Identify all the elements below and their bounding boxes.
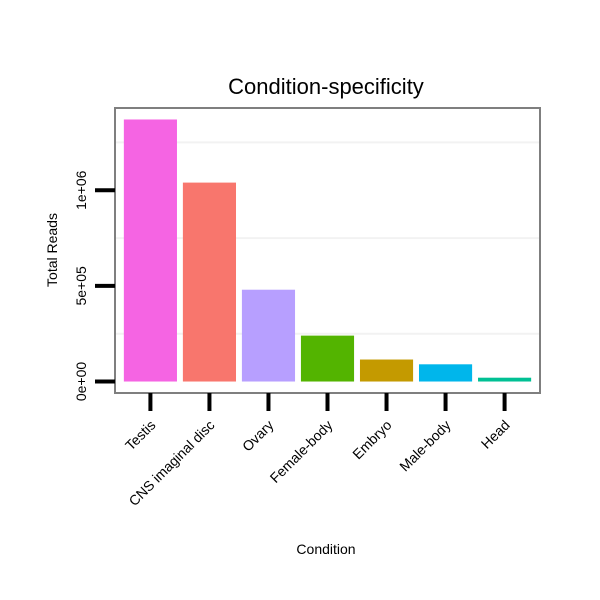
bar-cns-imaginal-disc [182, 182, 237, 382]
chart-title: Condition-specificity [228, 74, 424, 99]
bar-ovary [241, 289, 296, 382]
x-tick-label-0: Testis [122, 417, 159, 454]
bars-group [123, 119, 532, 382]
y-axis: 0e+00 5e+05 1e+06 [73, 170, 115, 401]
y-tick-label-1: 5e+05 [73, 266, 89, 306]
x-tick-label-4: Embryo [349, 417, 395, 463]
y-tick-label-2: 1e+06 [73, 170, 89, 210]
y-tick-label-0: 0e+00 [73, 362, 89, 402]
bar-testis [123, 119, 177, 382]
bar-embryo [359, 359, 414, 382]
x-tick-label-5: Male-body [396, 417, 454, 475]
x-tick-label-3: Female-body [267, 417, 336, 486]
x-axis-title: Condition [296, 541, 355, 557]
y-axis-title: Total Reads [44, 213, 60, 287]
bar-male-body [418, 364, 473, 382]
bar-female-body [300, 335, 355, 382]
x-tick-label-6: Head [478, 417, 513, 452]
grid-lines [115, 141, 540, 335]
x-tick-label-2: Ovary [239, 417, 277, 455]
bar-head [478, 377, 532, 382]
